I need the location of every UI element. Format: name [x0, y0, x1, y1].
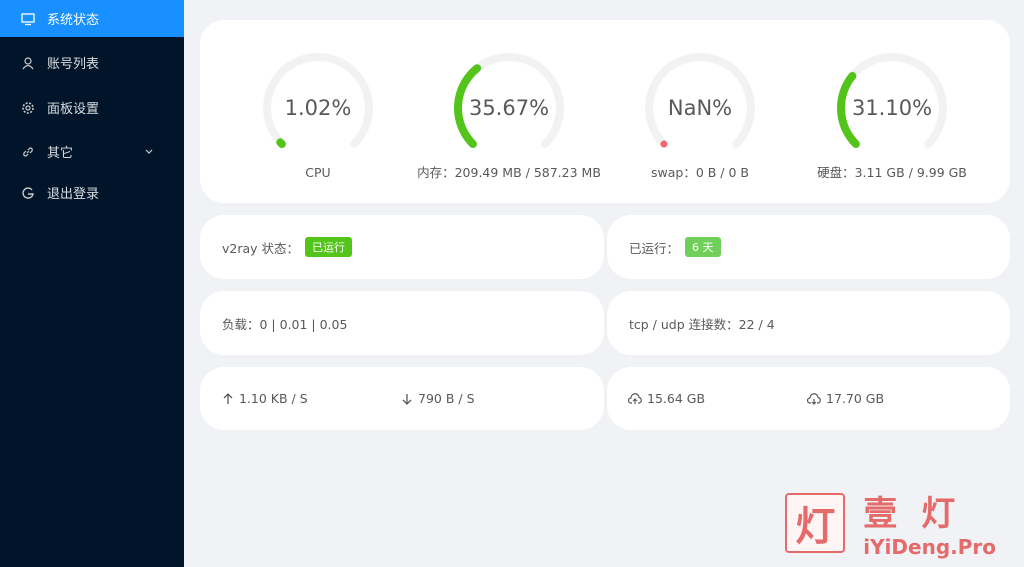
- v2ray-label: v2ray 状态：: [222, 240, 300, 256]
- speed-card: 1.10 KB / S 790 B / S: [200, 367, 604, 430]
- gauge-label: 1.02%: [285, 96, 352, 120]
- download-traffic-value: 17.70 GB: [826, 391, 885, 406]
- menu-label: 面板设置: [47, 102, 100, 117]
- gauge-track: [263, 53, 373, 149]
- status-card: v2ray 状态： 已运行: [200, 215, 604, 279]
- watermark-text: 壹灯 iYiDeng.Pro: [863, 486, 996, 559]
- watermark-icon: 灯: [785, 492, 846, 553]
- gauge-caption: CPU: [305, 165, 330, 180]
- gauge-track: [645, 53, 755, 149]
- menu-label: 退出登录: [47, 187, 100, 202]
- menu-item[interactable]: 其它: [0, 133, 184, 170]
- gauge-label: 35.67%: [469, 96, 549, 120]
- gauge-caption: swap：0 B / 0 B: [651, 165, 749, 180]
- gauge-arc: [837, 71, 860, 149]
- watermark-url: iYiDeng.Pro: [863, 535, 996, 559]
- uptime-tag: 6 天: [685, 237, 721, 257]
- gauge-label: 31.10%: [852, 96, 932, 120]
- gauge-card: 1.02% CPU 35.67% 内存：209.49 MB / 587.23 MB Na…: [200, 20, 1010, 203]
- upload-traffic-value: 15.64 GB: [647, 391, 706, 406]
- gauge-start-dot: [660, 140, 668, 148]
- menu-item[interactable]: 账号列表: [0, 44, 184, 81]
- watermark-title: 壹灯: [863, 494, 980, 534]
- traffic-card: 15.64 GB 17.70 GB: [607, 367, 1010, 430]
- menu-label: 账号列表: [47, 57, 100, 72]
- gauges: 1.02% CPU 35.67% 内存：209.49 MB / 587.23 MB Na…: [263, 53, 967, 180]
- gauge-arc: [454, 64, 482, 149]
- menu-label: 系统状态: [47, 13, 100, 28]
- upload-speed: 1.10 KB / S: [222, 367, 308, 430]
- menu-item[interactable]: 面板设置: [0, 89, 184, 126]
- load-card: 负载：0 | 0.01 | 0.05: [200, 291, 604, 355]
- uptime-card: 已运行： 6 天: [607, 215, 1010, 279]
- v2ray-tag: 已运行: [305, 237, 353, 257]
- menu-item[interactable]: 系统状态: [0, 0, 184, 37]
- connections: tcp / udp 连接数：22 / 4: [629, 316, 775, 332]
- gauge-caption: 硬盘：3.11 GB / 9.99 GB: [817, 165, 967, 180]
- menu-item[interactable]: 退出登录: [0, 174, 184, 211]
- gauge-label: NaN%: [668, 96, 732, 120]
- connections-card: tcp / udp 连接数：22 / 4: [607, 291, 1010, 355]
- download-speed-value: 790 B / S: [418, 391, 475, 406]
- gauge-caption: 内存：209.49 MB / 587.23 MB: [417, 165, 601, 180]
- download-traffic: 17.70 GB: [807, 367, 884, 430]
- download-speed: 790 B / S: [401, 367, 475, 430]
- menu-label: 其它: [47, 146, 74, 161]
- sidebar: 系统状态 账号列表 面板设置 其它 退出登录: [0, 0, 184, 567]
- load: 负载：0 | 0.01 | 0.05: [222, 316, 348, 332]
- upload-traffic: 15.64 GB: [628, 367, 705, 430]
- gauge-arc: [276, 138, 286, 149]
- uptime-label: 已运行：: [629, 240, 680, 256]
- upload-speed-value: 1.10 KB / S: [239, 391, 308, 406]
- watermark: 灯 壹灯 iYiDeng.Pro: [785, 486, 996, 559]
